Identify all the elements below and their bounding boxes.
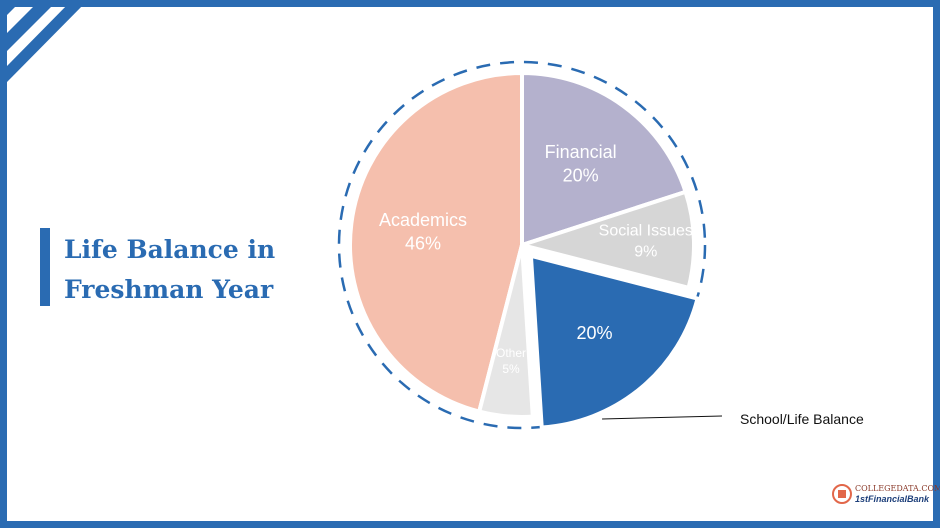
pie-value-social-issues: 9% bbox=[634, 243, 657, 260]
pie-slice-social-issues bbox=[520, 189, 696, 290]
pie-slice-school-life-balance bbox=[528, 253, 700, 430]
pie-slice-other bbox=[477, 243, 535, 419]
pie-slice-academics bbox=[348, 71, 524, 414]
title-line-2: Freshman Year bbox=[64, 275, 274, 304]
pie-label-other: Other bbox=[496, 346, 526, 360]
corner-stripes-icon bbox=[0, 0, 88, 82]
page-title: Life Balance in Freshman Year bbox=[64, 230, 324, 310]
callout-leader-line bbox=[602, 415, 723, 420]
pie-value-academics: 46% bbox=[405, 234, 441, 254]
building-seal-icon bbox=[832, 484, 852, 504]
logo-top-text: COLLEGEDATA.COM bbox=[855, 484, 940, 493]
collegedata-logo: COLLEGEDATA.COM 1stFinancialBank bbox=[832, 484, 940, 504]
pie-value-school-life-balance: 20% bbox=[576, 323, 612, 343]
pie-label-social-issues: Social Issues bbox=[599, 223, 693, 240]
callout-label-school-life-balance: School/Life Balance bbox=[740, 411, 864, 427]
pie-value-financial: 20% bbox=[563, 165, 599, 185]
title-line-1: Life Balance in bbox=[64, 235, 276, 264]
logo-bottom-text: 1stFinancialBank bbox=[855, 494, 930, 504]
pie-label-academics: Academics bbox=[379, 210, 467, 230]
title-accent-bar bbox=[40, 228, 50, 306]
pie-label-financial: Financial bbox=[545, 142, 617, 162]
pie-outline-dashed bbox=[337, 60, 707, 430]
pie-value-other: 5% bbox=[502, 362, 520, 376]
pie-slice-financial bbox=[520, 71, 688, 247]
